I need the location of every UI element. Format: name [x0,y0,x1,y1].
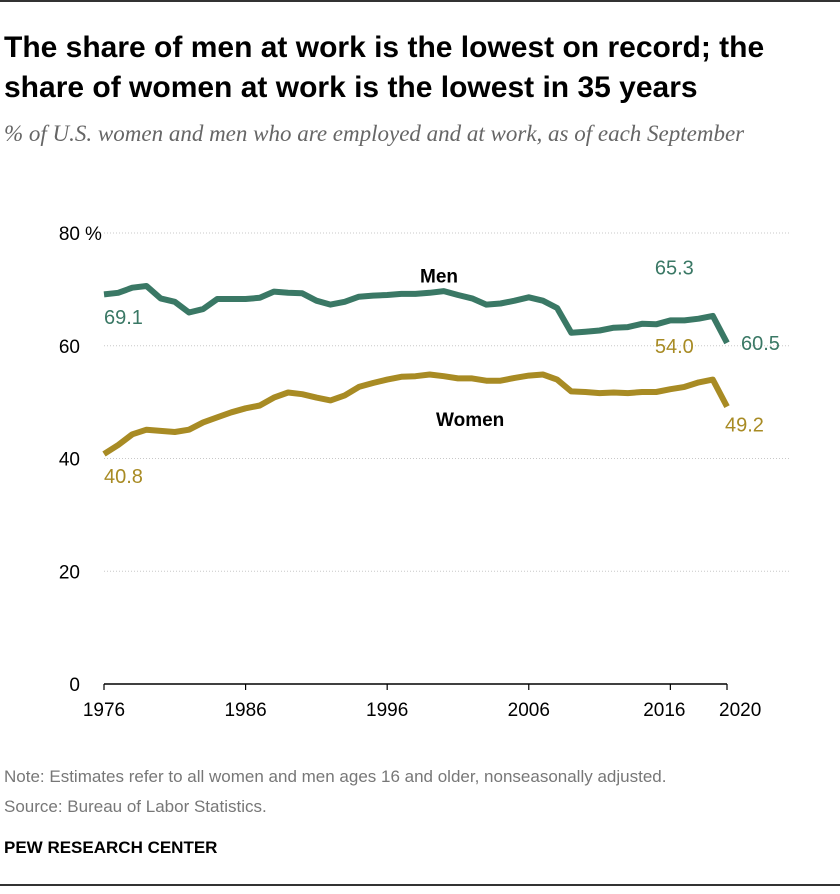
chart-subtitle: % of U.S. women and men who are employed… [4,121,745,146]
men-line [103,283,730,345]
men-value-label-2020: 60.5 [741,333,780,355]
chart-title: The share of men at work is the lowest o… [4,31,765,104]
source-note: Source: Bureau of Labor Statistics. [4,797,267,816]
y-tick-label-80: 80 [59,224,80,245]
gridlines [104,232,790,572]
y-unit-label: % [85,224,102,245]
footnote: Note: Estimates refer to all women and m… [4,767,667,786]
y-tick-label-40: 40 [59,450,80,471]
women-value-label-2019: 54.0 [655,336,694,358]
women-series-label: Women [436,410,504,431]
bottom-rule [0,884,840,886]
x-tick-label-1976: 1976 [83,700,125,721]
top-rule [0,0,840,2]
men-value-label-2019: 65.3 [655,257,694,279]
women-value-label-1976: 40.8 [104,466,143,488]
x-tick-label-1986: 1986 [224,700,266,721]
line-chart: 0 20 40 60 80 % 1976 1986 1996 2006 2016 2020 Men Wo… [59,224,790,721]
x-tick-label-1996: 1996 [366,700,408,721]
men-series-label: Men [420,266,458,287]
x-tick-label-2020: 2020 [719,700,761,721]
axes: 0 20 40 60 80 % 1976 1986 1996 2006 2016 2020 [59,224,761,721]
x-tick-label-2006: 2006 [508,700,550,721]
series-lines [102,283,730,457]
men-value-label-1976: 69.1 [104,307,143,329]
women-value-label-2020: 49.2 [725,415,764,437]
women-line [102,371,730,457]
x-tick-label-2016: 2016 [643,700,685,721]
y-tick-label-60: 60 [59,337,80,358]
y-tick-label-0: 0 [69,675,80,696]
data-labels: Men Women 69.1 65.3 60.5 40.8 54.0 49.2 [104,257,780,488]
brand-logo-text: PEW RESEARCH CENTER [4,838,218,857]
y-tick-label-20: 20 [59,562,80,583]
